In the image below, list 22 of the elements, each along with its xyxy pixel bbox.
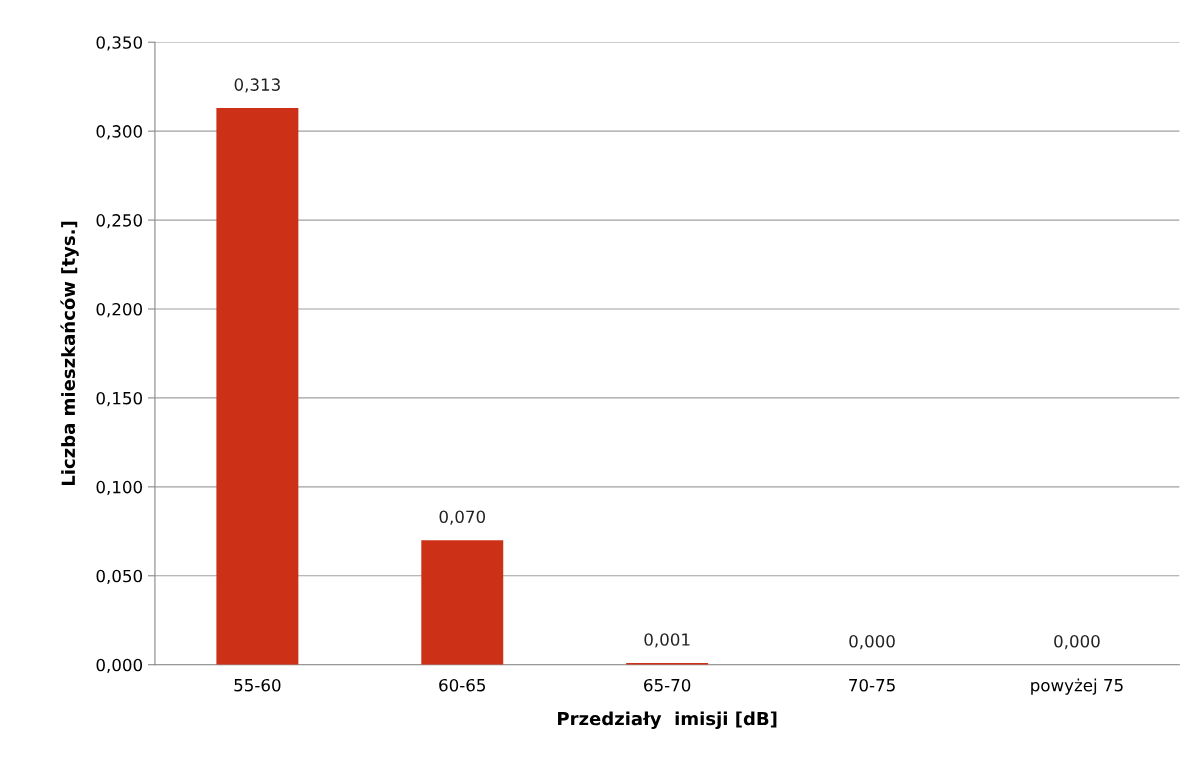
y-tick-label: 0,350	[96, 36, 143, 51]
bar	[216, 108, 299, 665]
y-tick-label: 0,000	[96, 658, 143, 673]
y-tick-label: 0,300	[96, 125, 143, 140]
y-axis-title: Liczba mieszkańców [tys.]	[60, 221, 79, 486]
x-tick-label: 60-65	[439, 678, 486, 692]
data-label: 0,313	[234, 78, 280, 93]
x-tick-label: 70-75	[849, 678, 895, 692]
data-label: 0,001	[644, 633, 690, 648]
data-label: 0,000	[849, 634, 895, 650]
data-label: 0,000	[1054, 634, 1100, 650]
bar	[421, 540, 504, 665]
y-tick-label: 0,200	[96, 302, 143, 318]
x-tick-label: 55-60	[234, 678, 281, 692]
x-tick-label: powyżej 75	[1031, 678, 1123, 695]
x-tick-label: 65-70	[644, 678, 691, 692]
y-tick-label: 0,250	[96, 214, 143, 229]
y-tick-label: 0,050	[96, 569, 143, 585]
x-axis-title: Przedziały imisji [dB]	[558, 711, 777, 729]
y-tick-label: 0,100	[96, 480, 143, 496]
data-label: 0,070	[439, 510, 486, 525]
y-tick-label: 0,150	[96, 391, 143, 407]
